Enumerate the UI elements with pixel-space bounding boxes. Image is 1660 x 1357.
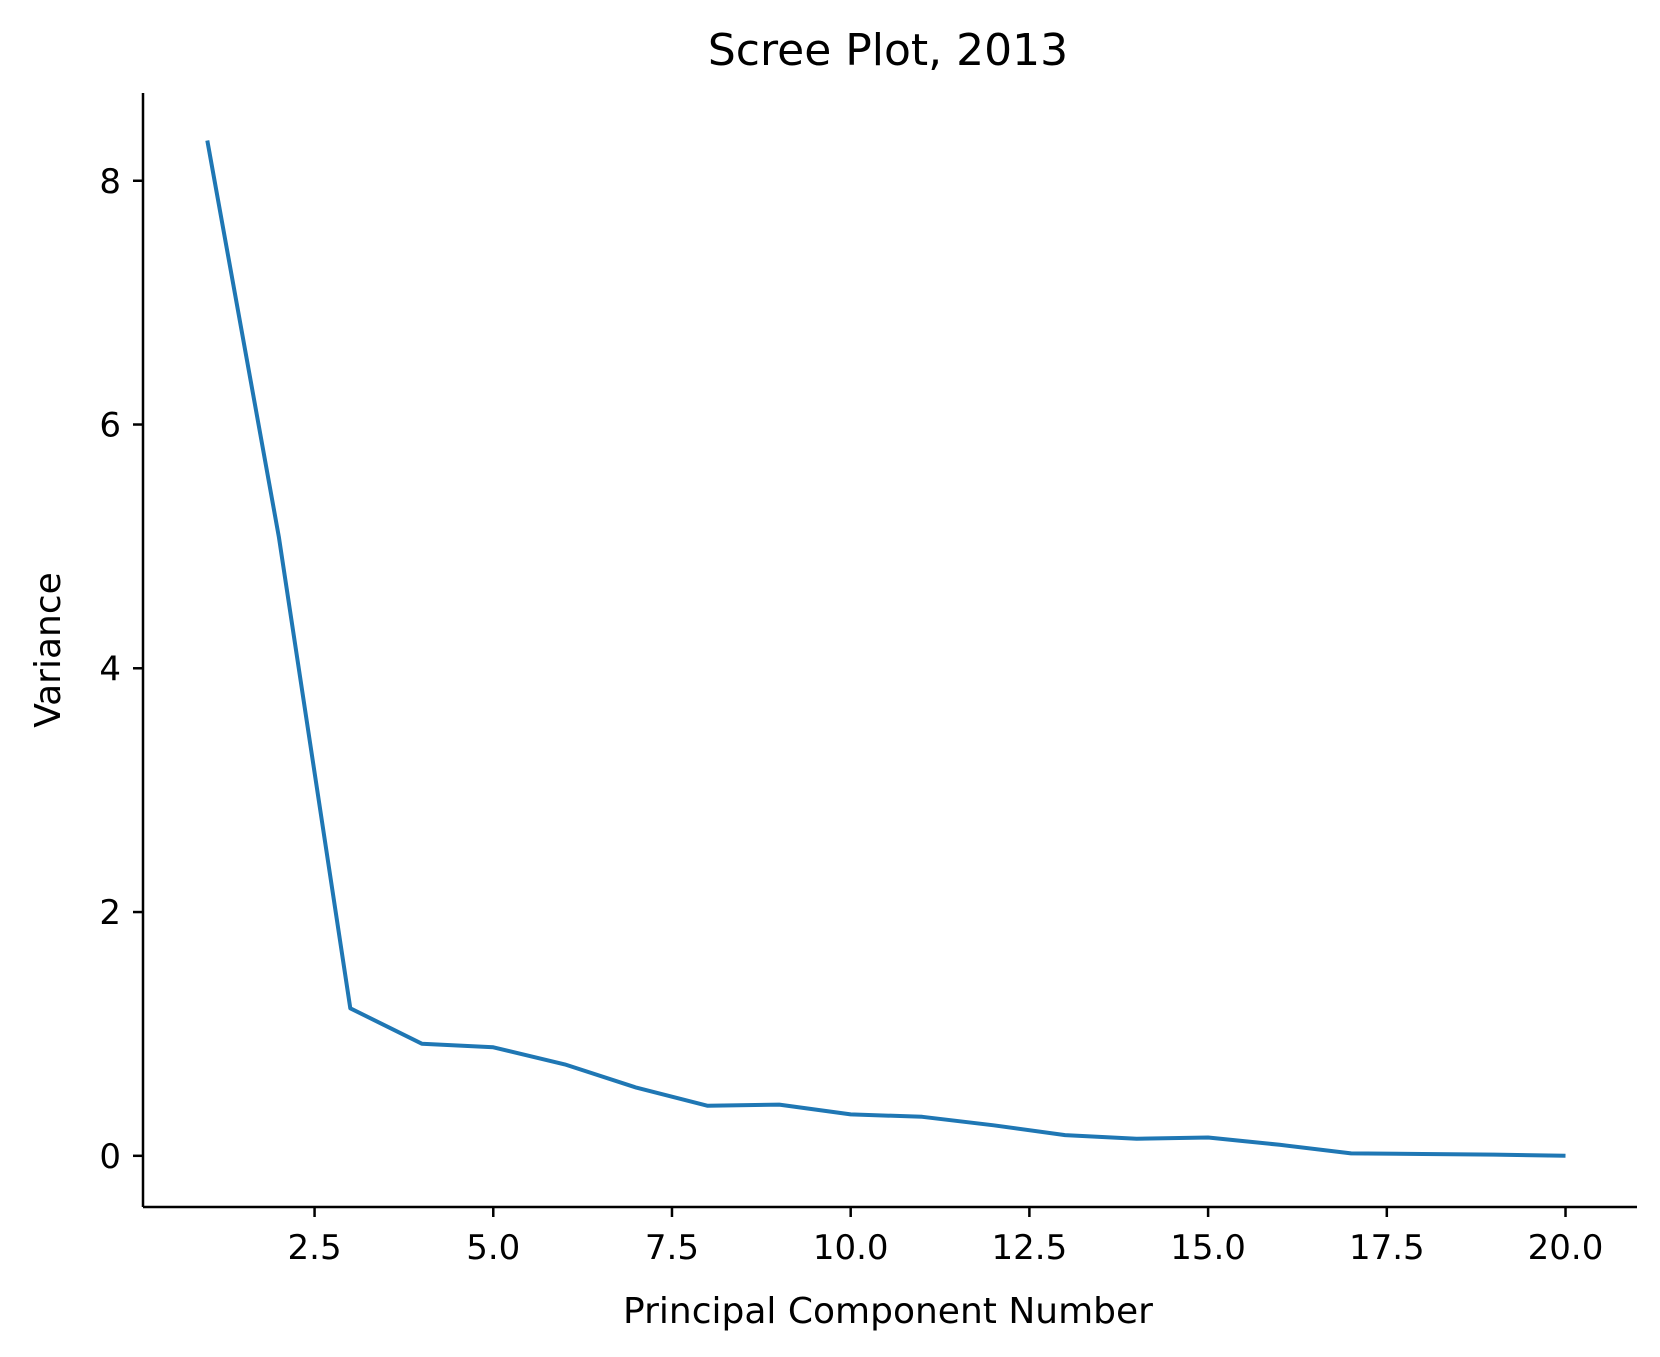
y-tick-label: 4 (99, 649, 121, 689)
x-tick-label: 7.5 (645, 1228, 699, 1268)
x-tick-label: 5.0 (466, 1228, 520, 1268)
y-tick-label: 2 (99, 893, 121, 933)
y-tick-label: 8 (99, 162, 121, 202)
y-axis-label: Variance (28, 572, 69, 728)
x-tick-label: 12.5 (992, 1228, 1068, 1268)
x-tick-label: 17.5 (1349, 1228, 1425, 1268)
x-tick-label: 15.0 (1170, 1228, 1246, 1268)
x-tick-label: 2.5 (288, 1228, 342, 1268)
plot-area: 2.5 5.0 7.5 10.0 12.5 15.0 17.5 20.0 0 2 4 6 8 (99, 93, 1637, 1268)
x-tick-label: 20.0 (1528, 1228, 1604, 1268)
chart-title: Scree Plot, 2013 (708, 25, 1068, 76)
y-tick-label: 6 (99, 406, 121, 446)
y-tick-label: 0 (99, 1137, 121, 1177)
x-axis-label: Principal Component Number (623, 1291, 1153, 1332)
variance-line (205, 140, 1566, 1158)
x-tick-label: 10.0 (813, 1228, 889, 1268)
